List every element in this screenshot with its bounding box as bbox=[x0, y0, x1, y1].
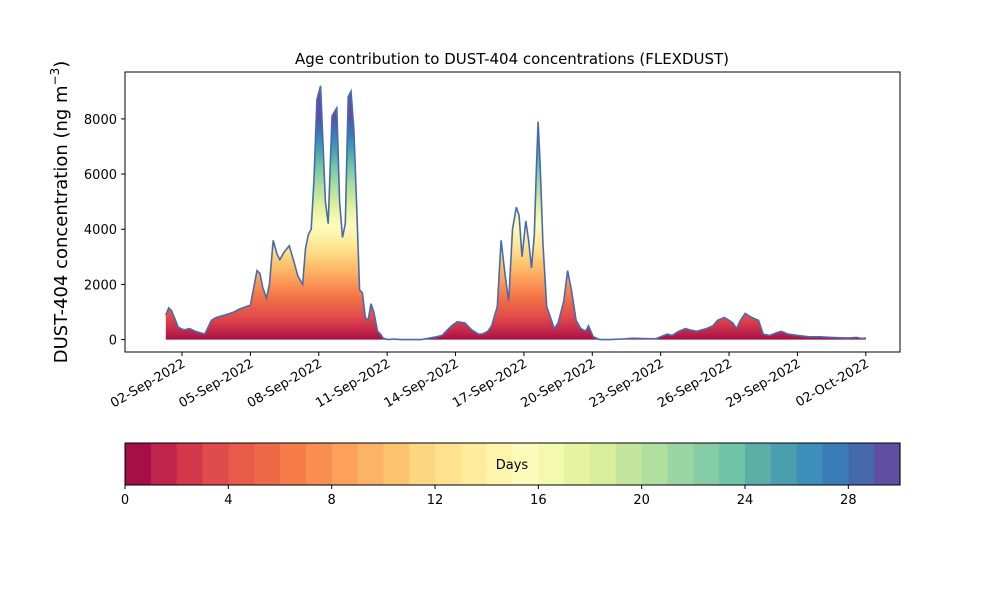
colorbar-segment bbox=[822, 443, 849, 485]
colorbar-segment bbox=[564, 443, 591, 485]
colorbar-segment bbox=[590, 443, 617, 485]
concentration-line bbox=[165, 85, 866, 341]
colorbar-label: Days bbox=[496, 458, 529, 473]
colorbar-segment bbox=[770, 443, 798, 485]
plot-area bbox=[165, 85, 866, 341]
y-axis-label: DUST-404 concentration (ng m−3) bbox=[48, 61, 72, 364]
colorbar-segment bbox=[435, 443, 462, 485]
colorbar-tick-label: 8 bbox=[328, 493, 336, 508]
plot-frame bbox=[124, 71, 901, 353]
y-axis-ticks: 0 2000 4000 6000 8000 bbox=[84, 113, 125, 349]
x-tick-label: 29-Sep-2022 bbox=[724, 356, 804, 411]
colorbar-segment bbox=[125, 443, 152, 485]
colorbar-segment bbox=[615, 443, 643, 485]
x-tick-label: 26-Sep-2022 bbox=[655, 356, 735, 411]
y-tick-label: 4000 bbox=[84, 223, 117, 238]
colorbar-segment bbox=[745, 443, 772, 485]
colorbar-segment bbox=[538, 443, 565, 485]
colorbar-ticks: 0 4 8 12 16 20 24 28 bbox=[121, 485, 857, 508]
colorbar-segment bbox=[228, 443, 255, 485]
y-axis-label-close: ) bbox=[51, 61, 72, 68]
colorbar bbox=[125, 443, 901, 485]
colorbar-segment bbox=[280, 443, 307, 485]
colorbar-segment bbox=[254, 443, 281, 485]
y-tick-label: 6000 bbox=[84, 168, 117, 183]
colorbar-segment bbox=[383, 443, 410, 485]
colorbar-segment bbox=[202, 443, 229, 485]
colorbar-segment bbox=[693, 443, 720, 485]
y-tick-label: 0 bbox=[109, 334, 117, 349]
colorbar-segment bbox=[667, 443, 694, 485]
colorbar-tick-label: 16 bbox=[530, 493, 547, 508]
colorbar-frame bbox=[124, 442, 901, 486]
colorbar-segment bbox=[150, 443, 178, 485]
colorbar-segment bbox=[409, 443, 436, 485]
colorbar-tick-label: 12 bbox=[427, 493, 444, 508]
colorbar-tick-label: 0 bbox=[121, 493, 129, 508]
colorbar-tick-label: 4 bbox=[224, 493, 232, 508]
colorbar-segment bbox=[176, 443, 204, 485]
colorbar-segment bbox=[460, 443, 488, 485]
colorbar-segment bbox=[796, 443, 824, 485]
x-tick-label: 14-Sep-2022 bbox=[382, 356, 462, 411]
colorbar-segment bbox=[331, 443, 359, 485]
colorbar-segment bbox=[719, 443, 746, 485]
chart-title: Age contribution to DUST-404 concentrati… bbox=[295, 50, 729, 68]
x-tick-label: 05-Sep-2022 bbox=[177, 356, 257, 411]
colorbar-segment bbox=[641, 443, 669, 485]
x-tick-label: 23-Sep-2022 bbox=[587, 356, 667, 411]
colorbar-tick-label: 20 bbox=[633, 493, 650, 508]
x-tick-label: 17-Sep-2022 bbox=[450, 356, 530, 411]
colorbar-segment bbox=[512, 443, 539, 485]
x-tick-label: 02-Oct-2022 bbox=[793, 356, 871, 410]
x-tick-label: 11-Sep-2022 bbox=[313, 356, 393, 411]
colorbar-tick-label: 24 bbox=[737, 493, 754, 508]
x-tick-label: 08-Sep-2022 bbox=[245, 356, 325, 411]
x-tick-label: 02-Sep-2022 bbox=[108, 356, 188, 411]
colorbar-segment bbox=[848, 443, 875, 485]
y-axis-label-main: DUST-404 concentration (ng m bbox=[51, 85, 72, 363]
x-tick-label: 20-Sep-2022 bbox=[518, 356, 598, 411]
x-axis-ticks: 02-Sep-202205-Sep-202208-Sep-202211-Sep-… bbox=[108, 352, 872, 411]
colorbar-segment bbox=[305, 443, 333, 485]
colorbar-segment bbox=[874, 443, 901, 485]
y-tick-label: 2000 bbox=[84, 278, 117, 293]
colorbar-segment bbox=[486, 443, 514, 485]
y-tick-label: 8000 bbox=[84, 113, 117, 128]
y-axis-label-sup: −3 bbox=[48, 68, 62, 86]
colorbar-tick-label: 28 bbox=[840, 493, 857, 508]
colorbar-segment bbox=[357, 443, 384, 485]
